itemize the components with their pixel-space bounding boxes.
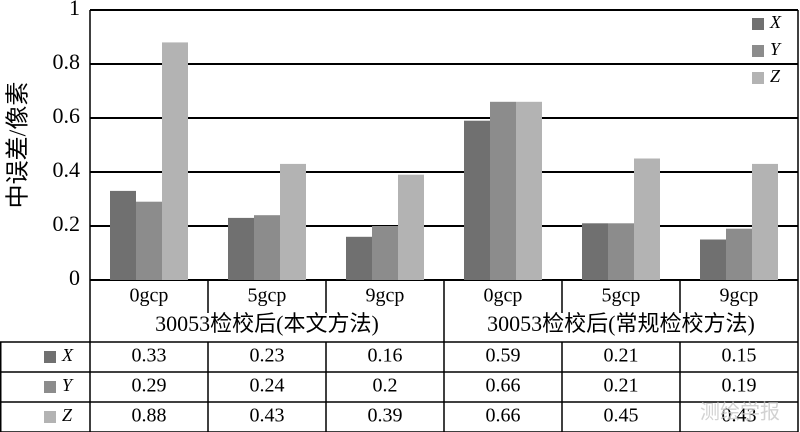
- x-tick-label: 5gcp: [602, 285, 641, 307]
- table-cell: 0.15: [722, 345, 757, 367]
- x-tick-label: 0gcp: [484, 285, 523, 307]
- bar: [490, 101, 516, 280]
- legend-label: Z: [770, 66, 781, 86]
- legend-label: X: [769, 12, 782, 32]
- bar: [464, 120, 490, 280]
- legend-swatch: [752, 18, 764, 30]
- legend-swatch: [752, 72, 764, 84]
- table-cell: 0.88: [132, 405, 167, 427]
- table-cell: 0.29: [132, 375, 167, 397]
- table-swatch: [44, 411, 56, 423]
- table-cell: 0.45: [604, 405, 639, 427]
- table-cell: 0.43: [250, 405, 285, 427]
- table-row-label: Y: [62, 375, 74, 395]
- bar: [280, 163, 306, 280]
- legend-swatch: [752, 45, 764, 57]
- x-tick-label: 0gcp: [130, 285, 169, 307]
- legend-label: Y: [770, 39, 782, 59]
- bar: [582, 223, 608, 280]
- bar: [346, 236, 372, 280]
- x-tick-label: 5gcp: [248, 285, 287, 307]
- group-label: 30053检校后(本文方法): [155, 311, 379, 336]
- bar: [162, 42, 188, 281]
- y-tick-label: 0.4: [53, 157, 81, 182]
- x-tick-label: 9gcp: [366, 285, 405, 307]
- y-tick-label: 0.8: [53, 49, 81, 74]
- group-label: 30053检校后(常规检校方法): [487, 311, 755, 336]
- table-swatch: [44, 351, 56, 363]
- table-cell: 0.23: [250, 345, 285, 367]
- table-cell: 0.59: [486, 345, 521, 367]
- x-tick-label: 9gcp: [720, 285, 759, 307]
- bar: [372, 226, 398, 280]
- bar: [752, 163, 778, 280]
- table-cell: 0.21: [604, 345, 639, 367]
- table-row-label: X: [61, 345, 74, 365]
- y-tick-label: 0: [69, 265, 80, 290]
- watermark: 测绘学报: [700, 401, 780, 424]
- bar: [516, 101, 542, 280]
- y-tick-label: 0.6: [53, 103, 81, 128]
- table-cell: 0.33: [132, 345, 167, 367]
- y-axis-label: 中误差/像素: [5, 82, 32, 209]
- y-tick-label: 0.2: [53, 211, 81, 236]
- table-cell: 0.43: [722, 405, 757, 427]
- table-cell: 0.19: [722, 375, 757, 397]
- bar: [228, 217, 254, 280]
- bar: [110, 190, 136, 280]
- bar: [634, 158, 660, 280]
- bar: [608, 223, 634, 280]
- table-row-label: Z: [62, 405, 73, 425]
- table-swatch: [44, 381, 56, 393]
- table-cell: 0.16: [368, 345, 403, 367]
- table-cell: 0.39: [368, 405, 403, 427]
- table-cell: 0.2: [373, 375, 398, 397]
- bar: [254, 215, 280, 280]
- table-cell: 0.21: [604, 375, 639, 397]
- bar: [398, 174, 424, 280]
- bar: [700, 239, 726, 280]
- table-cell: 0.66: [486, 405, 521, 427]
- bar: [726, 228, 752, 280]
- bar: [136, 201, 162, 280]
- table-cell: 0.24: [250, 375, 285, 397]
- y-tick-label: 1: [69, 0, 80, 20]
- table-cell: 0.66: [486, 375, 521, 397]
